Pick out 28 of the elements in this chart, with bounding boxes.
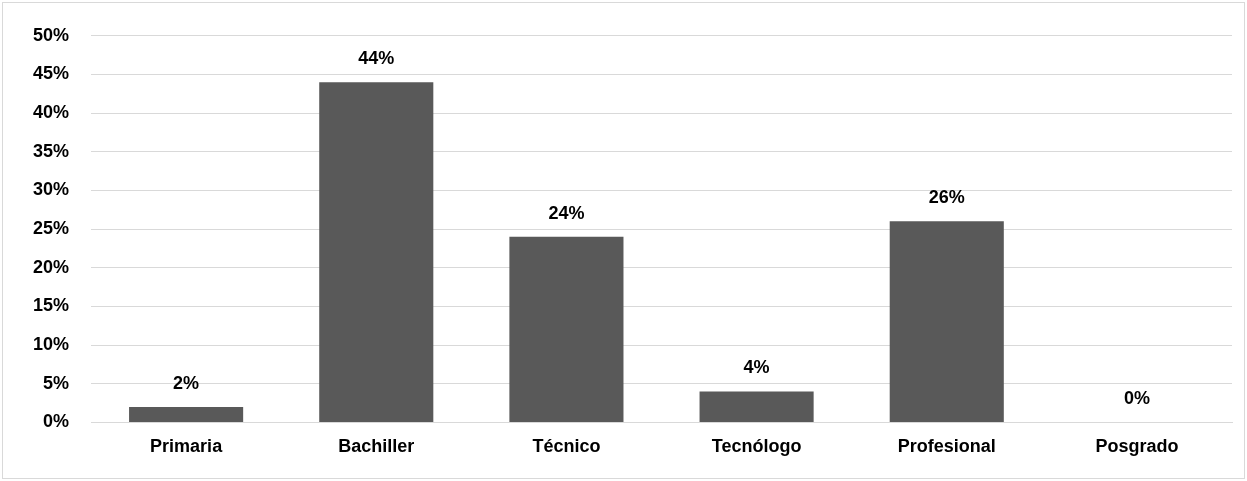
bar [889,221,1004,422]
x-tick-label: Posgrado [1095,436,1179,457]
data-label: 2% [173,372,200,393]
y-tick-label: 15% [33,295,70,316]
bar [699,391,814,422]
bar [129,406,244,422]
x-tick-label: Primaria [150,436,224,457]
y-tick-label: 10% [33,334,70,355]
data-label: 44% [358,48,395,69]
data-label: 4% [743,357,770,378]
bar [509,236,624,422]
bar [319,82,434,422]
y-tick-label: 20% [33,256,70,277]
x-tick-label: Profesional [897,436,996,457]
data-label: 0% [1123,388,1150,409]
data-label: 24% [548,202,585,223]
y-tick-label: 30% [33,179,70,200]
y-tick-label: 25% [33,218,70,239]
y-tick-label: 45% [33,63,70,84]
data-label: 26% [928,187,965,208]
y-tick-label: 50% [33,24,70,45]
y-tick-label: 40% [33,102,70,123]
y-tick-label: 35% [33,140,70,161]
y-tick-label: 5% [43,372,70,393]
x-tick-label: Bachiller [338,436,415,457]
x-tick-label: Técnico [532,436,601,457]
x-tick-label: Tecnólogo [711,436,802,457]
y-tick-label: 0% [43,411,70,432]
